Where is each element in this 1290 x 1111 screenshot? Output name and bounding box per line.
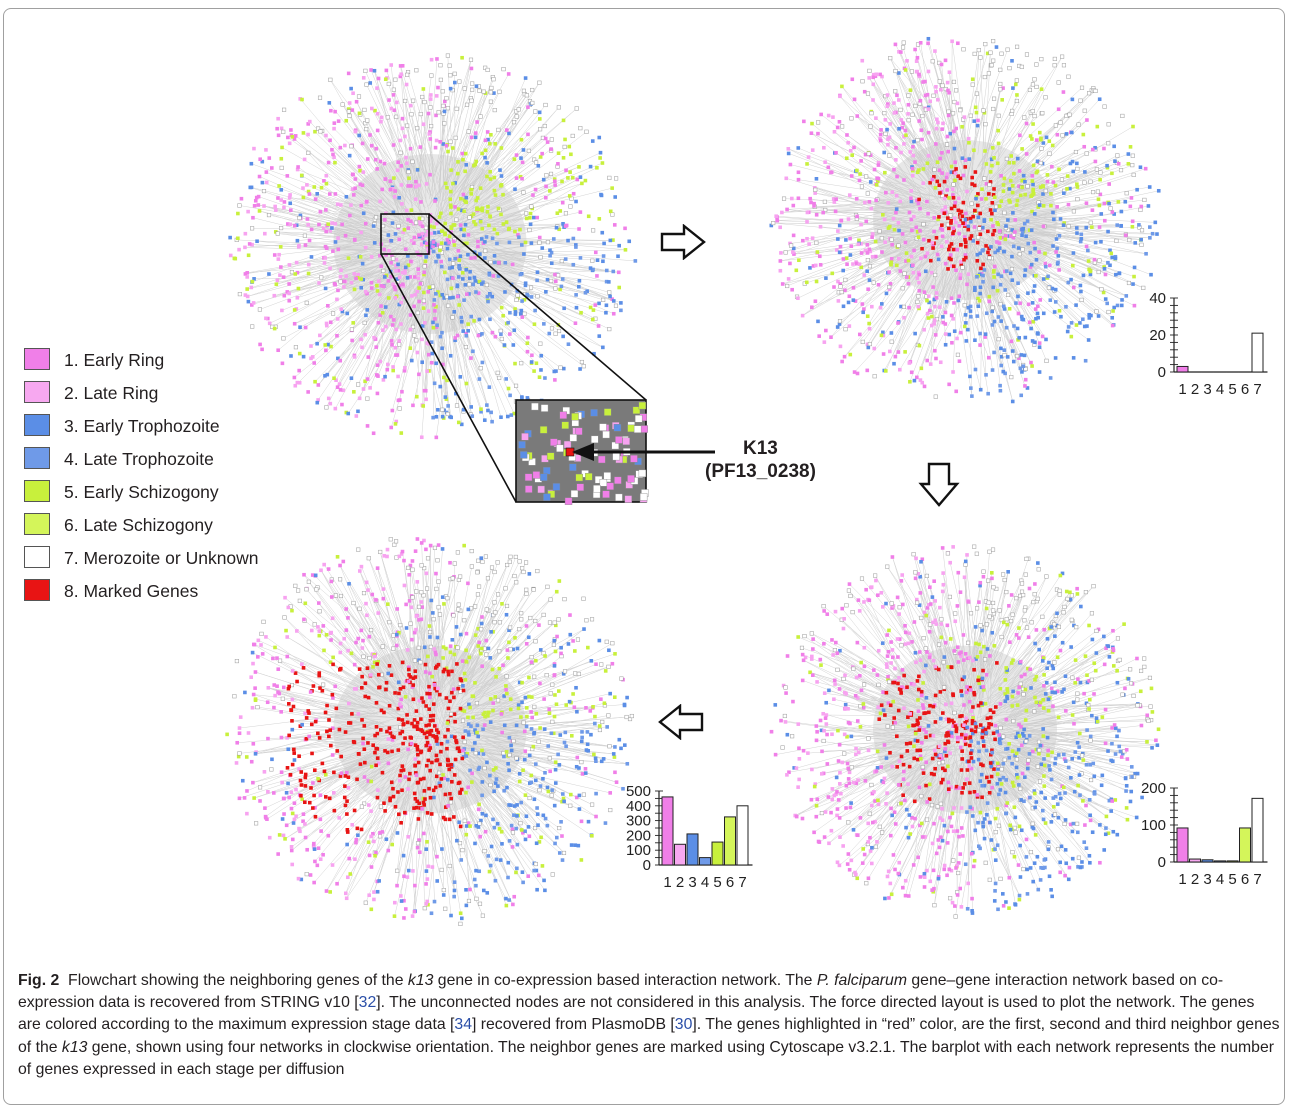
network-panel-original	[228, 53, 638, 440]
network-panel-third-neighbors	[225, 537, 634, 926]
caption-text: gene in co-expression based interaction …	[433, 972, 817, 989]
x-tick-label: 5	[713, 874, 721, 891]
zoom-line-right	[428, 213, 647, 401]
x-tick-label: 5	[1228, 871, 1236, 888]
zoom-box	[380, 213, 430, 255]
y-tick-label: 400	[626, 798, 651, 815]
caption-text: gene–gene interaction network based on c…	[18, 972, 1224, 1012]
y-tick-label: 20	[1149, 327, 1166, 344]
y-tick-label: 0	[643, 857, 651, 874]
legend-label: 7. Merozoite or Unknown	[64, 548, 259, 568]
y-tick-label: 300	[626, 813, 651, 830]
bar	[736, 805, 749, 866]
legend-swatch	[24, 447, 50, 469]
caption-gene: k13	[407, 972, 434, 989]
legend-swatch	[24, 480, 50, 502]
legend-swatch	[24, 381, 50, 403]
bar	[1176, 365, 1189, 373]
bar	[1251, 797, 1264, 863]
k13-pointer-arrow	[572, 443, 715, 461]
bar	[1214, 860, 1226, 863]
bar	[711, 841, 724, 866]
x-tick-label: 6	[1241, 871, 1249, 888]
x-tick-label: 7	[1253, 871, 1261, 888]
bar	[1251, 332, 1264, 373]
network-panel-second-neighbors	[769, 544, 1161, 919]
bar	[686, 833, 699, 866]
x-tick-label: 1	[1178, 871, 1186, 888]
left-flow-arrow-icon	[658, 704, 704, 740]
k13-gene-name: K13	[743, 438, 778, 459]
y-tick-label: 500	[626, 783, 651, 800]
legend-label: 2. Late Ring	[64, 383, 159, 403]
x-tick-label: 3	[1203, 381, 1211, 398]
zoom-line-left	[380, 253, 517, 503]
right-flow-arrow-icon	[660, 224, 706, 260]
bar	[1201, 859, 1214, 863]
y-tick-label: 100	[626, 842, 651, 859]
legend-swatch	[24, 348, 50, 370]
x-tick-label: 3	[688, 874, 696, 891]
caption-text: ]. The unconnected nodes are not conside…	[18, 994, 1255, 1034]
down-flow-arrow-icon	[918, 462, 960, 507]
y-tick-label: 200	[626, 827, 651, 844]
x-tick-label: 2	[1191, 381, 1199, 398]
bar	[1239, 827, 1251, 863]
legend-swatch	[24, 546, 50, 568]
legend-label: 8. Marked Genes	[64, 581, 199, 601]
y-tick-label: 0	[1158, 364, 1166, 381]
bar	[674, 843, 686, 866]
x-tick-label: 6	[726, 874, 734, 891]
caption-text: Flowchart showing the neighboring genes …	[68, 972, 408, 989]
legend-swatch	[24, 579, 50, 601]
x-tick-label: 4	[701, 874, 709, 891]
legend-swatch	[24, 414, 50, 436]
x-tick-label: 1	[663, 874, 671, 891]
caption-text: ]. The genes highlighted in “red” color,…	[18, 1016, 1280, 1056]
x-tick-label: 1	[1178, 381, 1186, 398]
caption-text: ] recovered from PlasmoDB [	[471, 1016, 675, 1034]
x-tick-label: 3	[1203, 871, 1211, 888]
bar	[699, 857, 711, 866]
x-tick-label: 7	[738, 874, 746, 891]
k13-zoom-inset	[380, 213, 649, 505]
bar	[1189, 858, 1201, 863]
y-tick-label: 100	[1141, 817, 1166, 834]
x-tick-label: 2	[1191, 871, 1199, 888]
x-tick-label: 2	[676, 874, 684, 891]
y-tick-label: 0	[1158, 854, 1166, 871]
x-tick-label: 4	[1216, 871, 1224, 888]
caption-species: P. falciparum	[816, 972, 907, 989]
caption-gene: k13	[61, 1038, 88, 1056]
figure-frame	[3, 8, 1285, 1105]
y-tick-label: 40	[1149, 290, 1166, 307]
caption-text: gene, shown using four networks in clock…	[18, 1038, 1275, 1078]
k13-gene-id: (PF13_0238)	[705, 461, 816, 482]
barplot-second-neighbors: 0 100 200 1 2 3 4 5 6 7	[1141, 780, 1268, 888]
legend-label: 1. Early Ring	[64, 350, 165, 370]
legend-label: 4. Late Trophozoite	[64, 449, 214, 469]
network-panel-first-neighbors	[769, 36, 1161, 404]
k13-label: K13 (PF13_0238)	[705, 437, 816, 483]
citation-link[interactable]: 34	[454, 1016, 472, 1034]
barplot-first-neighbors: 0 20 40 1 2 3 4 5 6 7	[1149, 290, 1268, 398]
y-tick-label: 200	[1141, 780, 1166, 797]
legend-label: 5. Early Schizogony	[64, 482, 219, 502]
figure-caption: Fig. 2 Flowchart showing the neighboring…	[18, 970, 1280, 1081]
citation-link[interactable]: 30	[674, 1016, 693, 1034]
x-tick-label: 5	[1228, 381, 1236, 398]
legend-label: 3. Early Trophozoite	[64, 416, 220, 436]
legend-label: 6. Late Schizogony	[64, 515, 213, 535]
bar	[1226, 860, 1239, 863]
bar	[1176, 827, 1189, 863]
bar	[724, 816, 736, 866]
citation-link[interactable]: 32	[358, 994, 377, 1012]
legend-swatch	[24, 513, 50, 535]
x-tick-label: 6	[1241, 381, 1249, 398]
x-tick-label: 4	[1216, 381, 1224, 398]
figure-label: Fig. 2	[18, 972, 60, 989]
x-tick-label: 7	[1253, 381, 1261, 398]
bar	[661, 796, 674, 866]
